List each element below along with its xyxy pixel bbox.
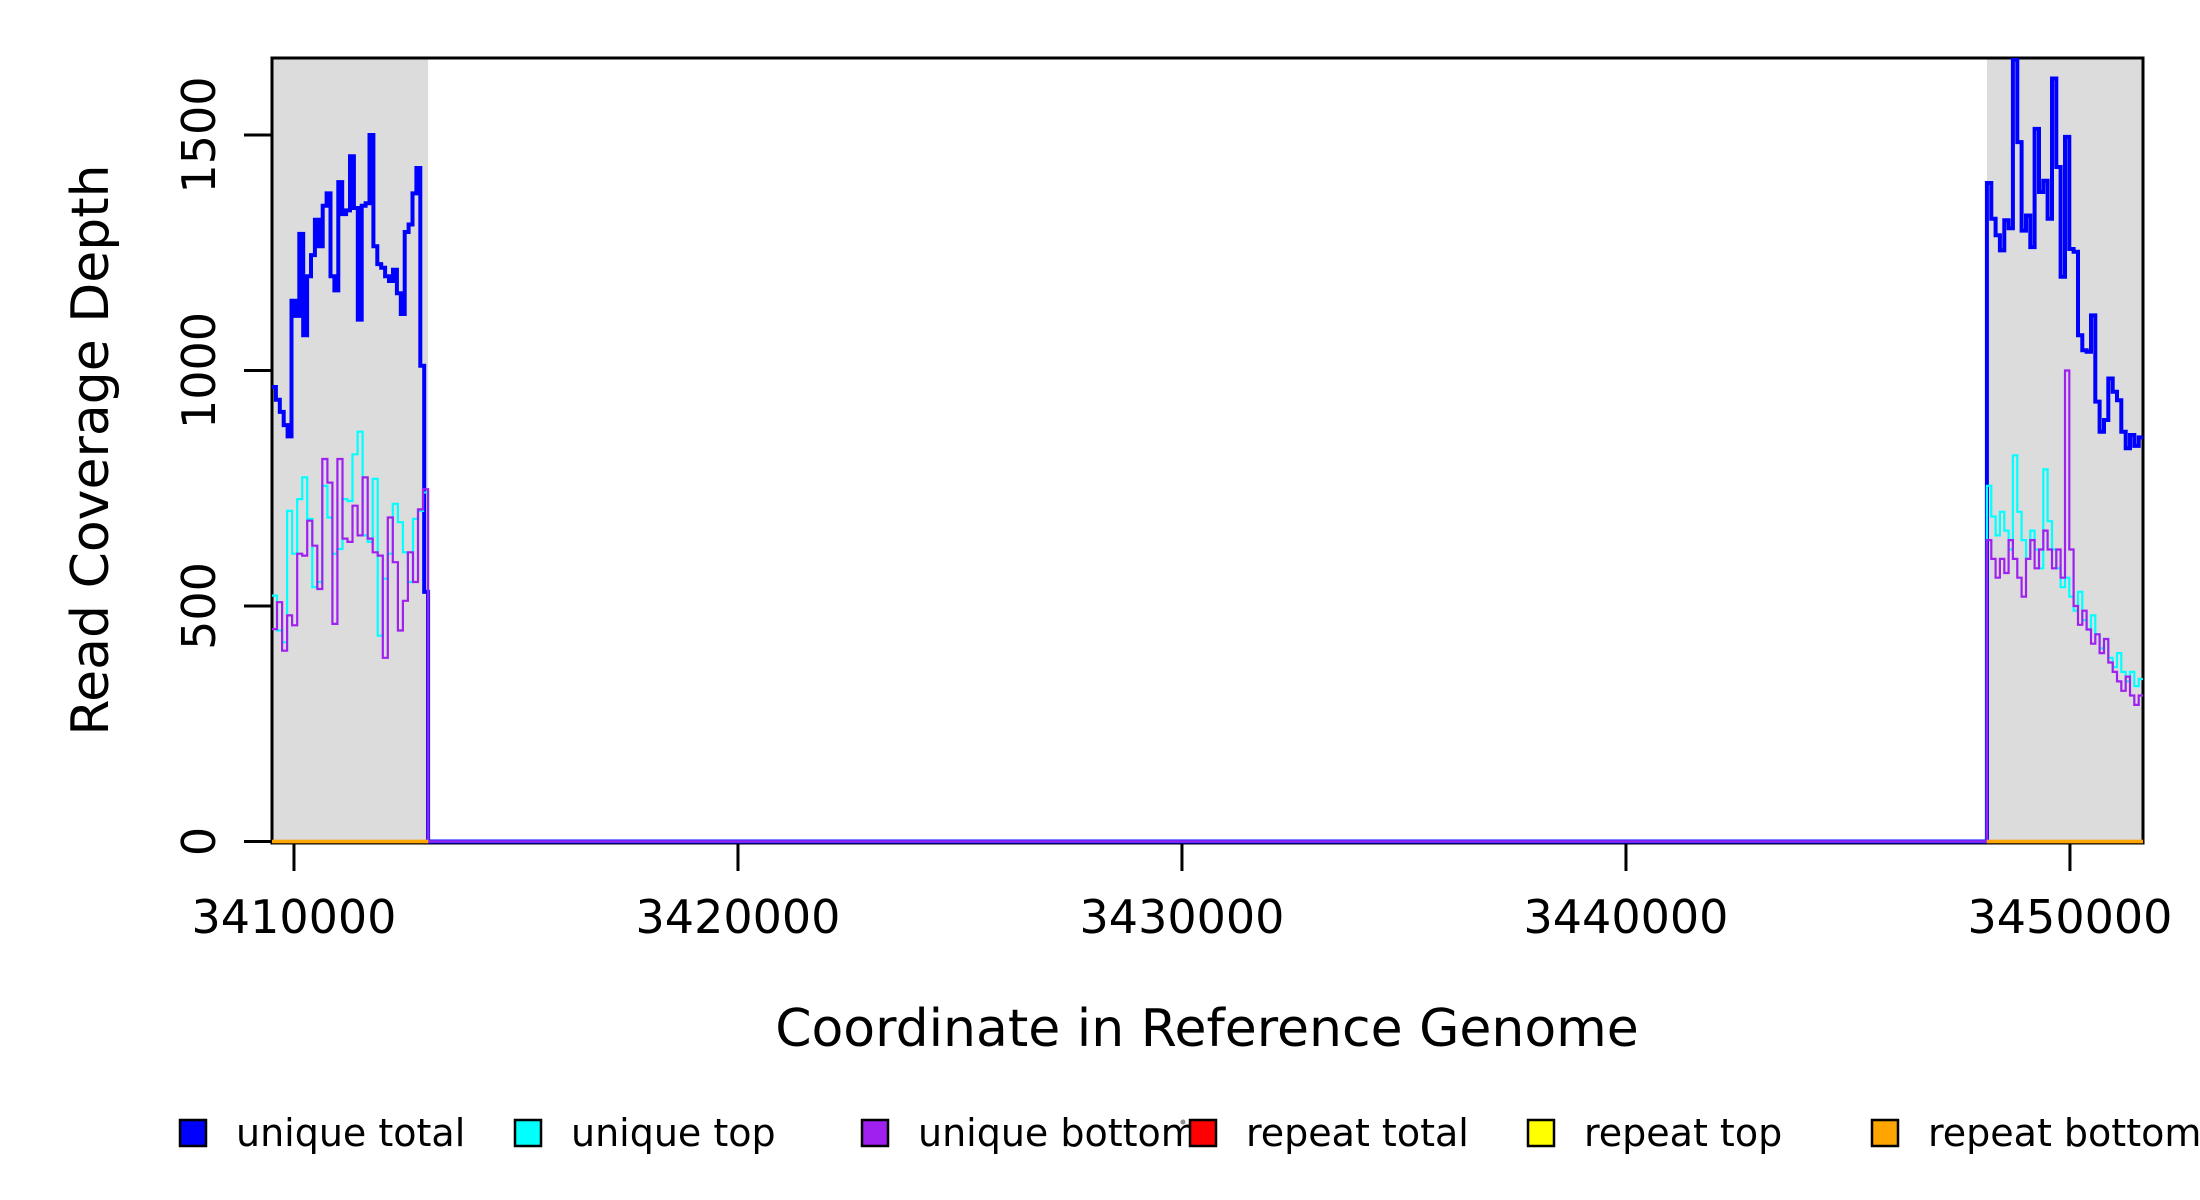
series-layer [272, 58, 2143, 844]
y-tick-label-1000: 1000 [172, 312, 226, 429]
series-unique-bottom [272, 369, 2143, 843]
y-tick-label-500: 500 [172, 562, 226, 650]
plot-box-border [270, 56, 2145, 845]
x-tick-label-3450000: 3450000 [1968, 890, 2173, 944]
legend-label-unique-total: unique total [236, 1111, 465, 1155]
legend-swatch-unique-top [513, 1118, 543, 1148]
legend-swatch-repeat-bottom [1870, 1118, 1900, 1148]
legend-swatch-repeat-top [1526, 1118, 1556, 1148]
legend-label-repeat-top: repeat top [1584, 1111, 1782, 1155]
x-tick-label-3420000: 3420000 [636, 890, 841, 944]
x-tick-label-3440000: 3440000 [1524, 890, 1729, 944]
y-axis-title: Read Coverage Depth [61, 164, 121, 735]
series-unique-top [272, 430, 2143, 843]
legend-swatch-unique-bottom [860, 1118, 890, 1148]
y-tick-label-0: 0 [172, 827, 226, 856]
legend-label-unique-top: unique top [571, 1111, 776, 1155]
legend-label-unique-bottom: unique bottom [918, 1111, 1198, 1155]
y-tick-label-1500: 1500 [172, 76, 226, 193]
x-tick-label-3410000: 3410000 [192, 890, 397, 944]
stray-dot [1180, 1119, 1186, 1125]
legend-swatch-unique-total [178, 1118, 208, 1148]
legend-swatch-repeat-total [1188, 1118, 1218, 1148]
x-axis-title: Coordinate in Reference Genome [775, 999, 1639, 1059]
series-unique-total [272, 58, 2143, 844]
legend-label-repeat-total: repeat total [1246, 1111, 1469, 1155]
legend-label-repeat-bottom: repeat bottom [1928, 1111, 2200, 1155]
x-tick-label-3430000: 3430000 [1080, 890, 1285, 944]
